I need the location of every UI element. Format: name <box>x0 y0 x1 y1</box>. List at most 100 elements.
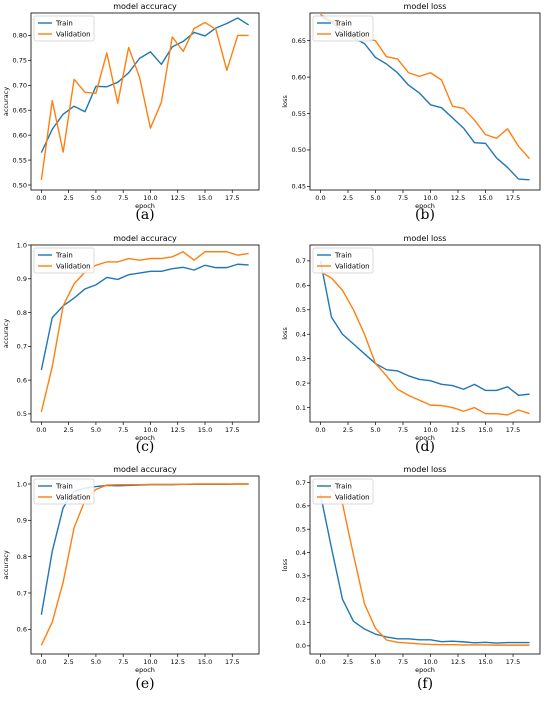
y-axis-label: accuracy <box>2 319 10 348</box>
y-tick-label: 0.7 <box>296 257 306 265</box>
legend-entry: Train <box>334 482 352 490</box>
y-tick-label: 0.0 <box>296 642 306 650</box>
x-tick-label: 0.0 <box>36 426 46 434</box>
x-tick-label: 17.5 <box>506 194 520 202</box>
x-tick-label: 12.5 <box>170 426 184 434</box>
series-line <box>40 483 249 646</box>
legend-box <box>312 247 374 274</box>
series-line <box>40 21 249 181</box>
chart-title: model loss <box>404 2 447 11</box>
legend-entry: Train <box>334 251 352 259</box>
y-tick-label: 0.50 <box>292 146 306 154</box>
series-line <box>40 17 250 153</box>
legend-entry: Train <box>55 251 73 259</box>
x-tick-label: 7.5 <box>118 426 128 434</box>
legend-entry: Validation <box>56 262 91 270</box>
chart-title: model loss <box>404 465 447 474</box>
x-tick-label: 5.0 <box>370 426 380 434</box>
x-tick-label: 12.5 <box>170 658 184 666</box>
x-tick-label: 2.5 <box>343 658 353 666</box>
legend-entry: Train <box>334 19 352 27</box>
panel-label: (e) <box>135 676 154 692</box>
series-line <box>320 484 530 646</box>
y-tick-label: 0.4 <box>296 331 306 339</box>
y-axis-label: loss <box>281 327 289 340</box>
y-tick-label: 0.2 <box>296 379 306 387</box>
x-tick-label: 15.0 <box>198 658 212 666</box>
y-tick-label: 0.3 <box>296 572 306 580</box>
y-axis-label: accuracy <box>2 550 10 579</box>
x-tick-label: 2.5 <box>63 658 73 666</box>
y-tick-label: 0.4 <box>296 549 306 557</box>
x-tick-label: 15.0 <box>478 658 492 666</box>
x-tick-label: 2.5 <box>63 426 73 434</box>
x-tick-label: 12.5 <box>170 194 184 202</box>
legend-entry: Validation <box>335 262 370 270</box>
legend-entry: Train <box>55 482 73 490</box>
y-tick-label: 0.45 <box>292 183 306 191</box>
x-tick-label: 7.5 <box>398 658 408 666</box>
x-tick-label: 17.5 <box>225 194 239 202</box>
legend-box <box>33 247 95 274</box>
panel-label: (c) <box>136 439 155 455</box>
y-tick-label: 0.5 <box>296 306 306 314</box>
x-tick-label: 10.0 <box>423 658 437 666</box>
y-tick-label: 0.9 <box>17 275 27 283</box>
panel-label: (b) <box>415 207 435 223</box>
panel-label: (a) <box>135 207 154 223</box>
legend-entry: Validation <box>56 30 91 38</box>
x-tick-label: 12.5 <box>451 426 465 434</box>
y-tick-label: 0.3 <box>296 355 306 363</box>
x-tick-label: 10.0 <box>143 194 157 202</box>
x-tick-label: 17.5 <box>225 658 239 666</box>
x-tick-label: 10.0 <box>423 426 437 434</box>
x-tick-label: 2.5 <box>343 194 353 202</box>
x-tick-label: 10.0 <box>143 658 157 666</box>
chart-title: model accuracy <box>113 2 177 11</box>
legend-box <box>312 478 374 505</box>
legend-entry: Validation <box>335 493 370 501</box>
y-tick-label: 0.1 <box>296 619 306 627</box>
legend-box <box>33 478 95 505</box>
legend-entry: Train <box>55 19 73 27</box>
legend: Train Validation <box>33 247 95 274</box>
legend: Train Validation <box>312 478 374 505</box>
x-tick-label: 0.0 <box>36 194 46 202</box>
x-tick-label: 5.0 <box>370 194 380 202</box>
x-tick-label: 0.0 <box>315 194 325 202</box>
legend-entry: Validation <box>56 493 91 501</box>
y-tick-label: 1.0 <box>17 480 27 488</box>
x-tick-label: 2.5 <box>63 194 73 202</box>
series-line <box>40 251 249 413</box>
y-tick-label: 0.9 <box>17 517 27 525</box>
series-line <box>40 263 249 371</box>
y-axis-label: accuracy <box>2 87 10 116</box>
plot-frame <box>30 244 260 423</box>
x-tick-label: 0.0 <box>315 658 325 666</box>
y-tick-label: 1.0 <box>17 241 27 249</box>
y-tick-label: 0.8 <box>17 309 27 317</box>
x-tick-label: 2.5 <box>343 426 353 434</box>
x-tick-label: 12.5 <box>451 194 465 202</box>
plot-frame <box>309 475 541 655</box>
y-tick-label: 0.2 <box>296 595 306 603</box>
y-tick-label: 0.6 <box>17 626 27 634</box>
plot-frame <box>309 244 541 423</box>
x-tick-label: 5.0 <box>370 658 380 666</box>
legend: Train Validation <box>312 247 374 274</box>
x-axis-label: epoch <box>135 202 155 210</box>
x-tick-label: 15.0 <box>198 426 212 434</box>
panel-label: (f) <box>417 676 433 692</box>
series-line <box>319 260 530 397</box>
y-tick-label: 0.60 <box>292 73 306 81</box>
x-axis-label: epoch <box>135 434 155 442</box>
y-tick-label: 0.6 <box>296 282 306 290</box>
chart-panel: model accuracy 0.0 2.5 5.0 7.5 10.0 12.5 15.0 17… <box>2 2 260 223</box>
chart-panel: model loss 0.0 2.5 5.0 7.5 10.0 12.5 15.0 17.5 0.… <box>281 2 541 223</box>
chart-panel: model accuracy 0.0 2.5 5.0 7.5 10.0 12.5 15.0 17… <box>2 234 260 455</box>
y-tick-label: 0.7 <box>17 343 27 351</box>
x-tick-label: 7.5 <box>118 194 128 202</box>
y-tick-label: 0.70 <box>13 82 27 90</box>
